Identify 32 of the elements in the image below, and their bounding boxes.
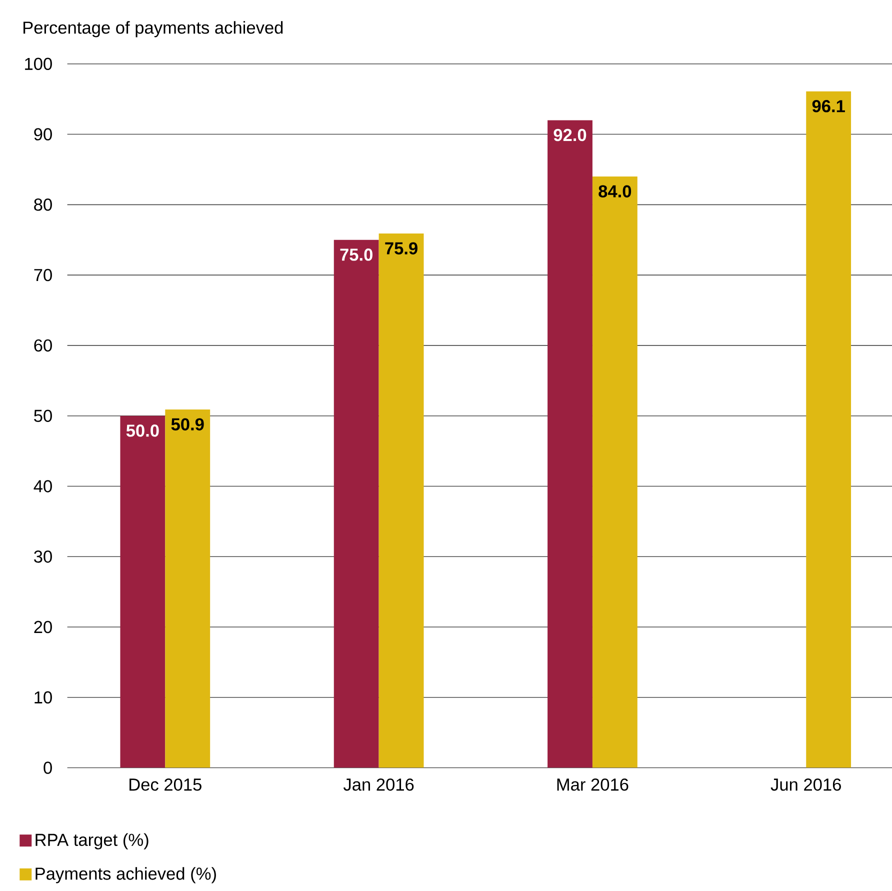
bar	[120, 416, 166, 768]
y-tick-label: 30	[34, 550, 52, 563]
bar	[548, 120, 592, 768]
bar	[334, 240, 379, 768]
data-label: 50.9	[171, 418, 204, 431]
data-label: 75.0	[340, 248, 372, 262]
y-tick-label: 0	[44, 762, 52, 774]
data-label: 50.0	[126, 424, 159, 437]
y-axis-title: Percentage of payments achieved	[24, 21, 283, 38]
y-tick-label: 10	[34, 691, 52, 704]
bar	[592, 176, 638, 768]
y-tick-label: 70	[34, 269, 52, 282]
x-tick-label: Dec 2015	[130, 778, 202, 791]
y-tick-label: 40	[34, 480, 52, 493]
y-tick-label: 20	[34, 621, 52, 634]
bar	[378, 234, 424, 768]
data-label: 96.1	[812, 100, 845, 112]
y-tick-label: 60	[34, 340, 52, 352]
y-tick-label: 50	[34, 410, 52, 422]
x-tick-label: Jan 2016	[343, 778, 414, 791]
y-tick-label: 80	[34, 198, 52, 211]
y-tick-label: 90	[34, 128, 52, 141]
x-tick-label: Mar 2016	[557, 778, 628, 791]
bar	[165, 410, 210, 768]
x-tick-label: Jun 2016	[770, 778, 841, 791]
data-label: 84.0	[598, 185, 632, 198]
legend-label: RPA target (%)	[36, 833, 148, 850]
data-label: 92.0	[554, 129, 586, 142]
y-tick-label: 100	[25, 58, 52, 70]
bar	[806, 92, 852, 768]
legend-label: Payments achieved (%)	[36, 867, 216, 884]
data-label: 75.9	[385, 242, 418, 255]
